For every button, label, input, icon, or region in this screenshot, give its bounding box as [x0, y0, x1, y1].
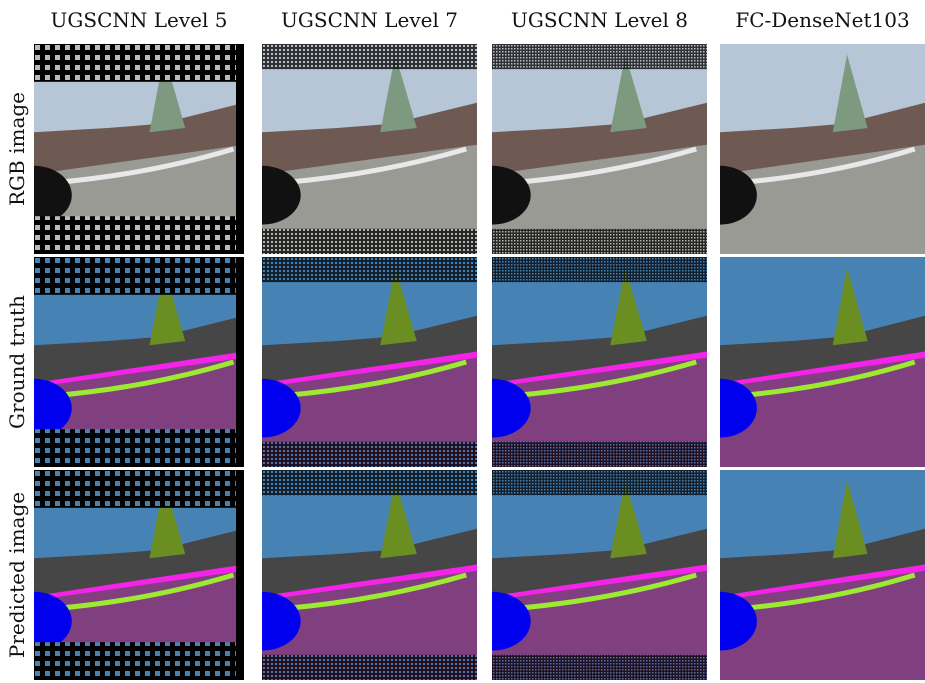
panel-pred-fc-densenet103 — [720, 470, 925, 680]
panel-gt-level7 — [262, 257, 477, 467]
panel-gt-level5 — [34, 257, 244, 467]
panel-pred-level7 — [262, 470, 477, 680]
column-header-level5: UGSCNN Level 5 — [50, 8, 228, 32]
panel-gt-level8 — [492, 257, 707, 467]
row-label-predicted: Predicted image — [5, 491, 29, 659]
column-header-level8: UGSCNN Level 8 — [511, 8, 688, 32]
panel-pred-level5 — [34, 470, 244, 680]
panel-pred-level8 — [492, 470, 707, 680]
panel-gt-fc-densenet103 — [720, 257, 925, 467]
panel-rgb-level5 — [34, 44, 244, 254]
row-header-rgb: RGB image — [2, 44, 32, 254]
row-header-ground-truth: Ground truth — [2, 257, 32, 467]
panel-rgb-level8 — [492, 44, 707, 254]
column-header-level7: UGSCNN Level 7 — [281, 8, 458, 32]
panel-rgb-level7 — [262, 44, 477, 254]
panel-rgb-fc-densenet103 — [720, 44, 925, 254]
row-header-predicted: Predicted image — [2, 470, 32, 680]
row-label-ground-truth: Ground truth — [5, 295, 29, 429]
row-label-rgb: RGB image — [5, 91, 30, 207]
column-header-fc-densenet103: FC-DenseNet103 — [735, 8, 910, 32]
